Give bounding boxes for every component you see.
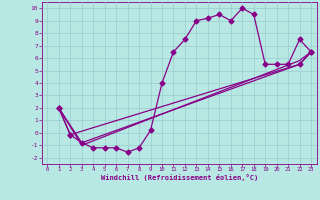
X-axis label: Windchill (Refroidissement éolien,°C): Windchill (Refroidissement éolien,°C) xyxy=(100,174,258,181)
